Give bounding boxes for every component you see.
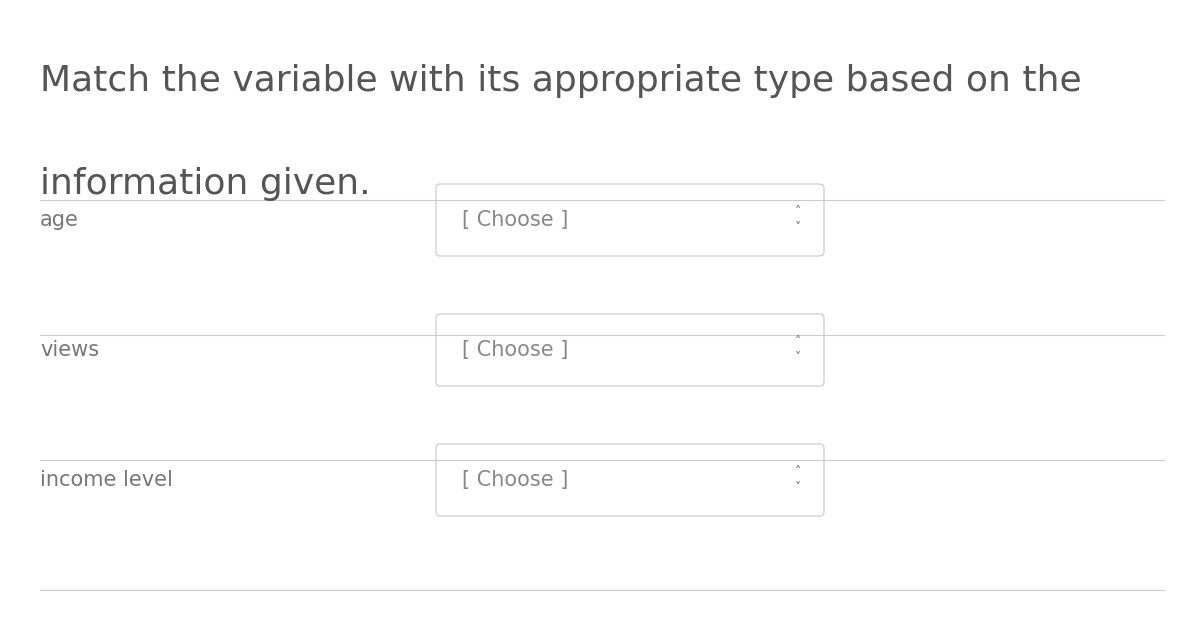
Text: [ Choose ]: [ Choose ] bbox=[462, 340, 569, 360]
FancyBboxPatch shape bbox=[436, 184, 824, 256]
Text: ˅: ˅ bbox=[794, 221, 802, 234]
Text: ˄: ˄ bbox=[794, 205, 802, 218]
FancyBboxPatch shape bbox=[436, 314, 824, 386]
Text: ˅: ˅ bbox=[794, 482, 802, 494]
Text: views: views bbox=[40, 340, 100, 360]
Text: [ Choose ]: [ Choose ] bbox=[462, 470, 569, 490]
Text: information given.: information given. bbox=[40, 167, 371, 201]
Text: ˅: ˅ bbox=[794, 352, 802, 365]
Text: income level: income level bbox=[40, 470, 173, 490]
FancyBboxPatch shape bbox=[436, 444, 824, 516]
Text: ˄: ˄ bbox=[794, 336, 802, 349]
Text: Match the variable with its appropriate type based on the: Match the variable with its appropriate … bbox=[40, 64, 1081, 98]
Text: ˄: ˄ bbox=[794, 465, 802, 478]
Text: age: age bbox=[40, 210, 79, 230]
Text: [ Choose ]: [ Choose ] bbox=[462, 210, 569, 230]
